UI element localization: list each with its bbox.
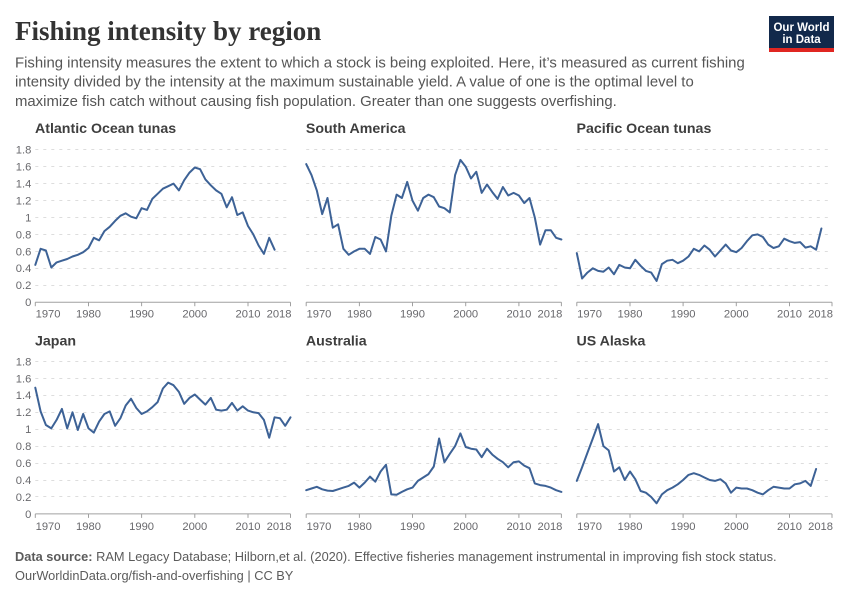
svg-text:2010: 2010 [777, 521, 802, 533]
svg-text:1.4: 1.4 [16, 179, 32, 191]
svg-text:2018: 2018 [538, 308, 563, 320]
svg-text:2010: 2010 [236, 308, 261, 320]
svg-text:intensity divided by the inten: intensity divided by the intensity at th… [15, 75, 694, 91]
svg-text:South America: South America [306, 121, 406, 137]
svg-text:in Data: in Data [782, 34, 821, 46]
svg-text:Fishing intensity measures the: Fishing intensity measures the extent to… [15, 55, 745, 71]
svg-text:1970: 1970 [36, 308, 61, 320]
svg-text:1.8: 1.8 [16, 145, 32, 157]
svg-text:Japan: Japan [35, 334, 76, 350]
svg-text:1990: 1990 [400, 521, 425, 533]
svg-text:2018: 2018 [538, 521, 563, 533]
svg-text:0.8: 0.8 [16, 441, 32, 453]
svg-text:1.6: 1.6 [16, 373, 32, 385]
svg-text:2018: 2018 [267, 521, 292, 533]
svg-text:Our World: Our World [773, 22, 829, 34]
svg-text:2000: 2000 [724, 521, 749, 533]
svg-text:1.4: 1.4 [16, 390, 32, 402]
svg-text:1990: 1990 [671, 521, 696, 533]
svg-text:2000: 2000 [182, 521, 207, 533]
svg-text:Australia: Australia [306, 334, 367, 350]
svg-text:Atlantic Ocean tunas: Atlantic Ocean tunas [35, 121, 176, 137]
svg-text:2000: 2000 [453, 308, 478, 320]
svg-text:2010: 2010 [236, 521, 261, 533]
svg-text:2000: 2000 [453, 521, 478, 533]
svg-text:1990: 1990 [671, 308, 696, 320]
svg-text:OurWorldinData.org/fish-and-ov: OurWorldinData.org/fish-and-overfishing … [15, 568, 294, 583]
svg-text:2018: 2018 [808, 521, 833, 533]
svg-text:1990: 1990 [400, 308, 425, 320]
svg-text:0: 0 [25, 509, 31, 521]
svg-text:maximize fish catch without ca: maximize fish catch without causing fish… [15, 94, 617, 110]
svg-text:1970: 1970 [577, 308, 602, 320]
svg-text:2000: 2000 [182, 308, 207, 320]
svg-text:1980: 1980 [618, 308, 643, 320]
svg-text:0.6: 0.6 [16, 458, 32, 470]
svg-text:2000: 2000 [724, 308, 749, 320]
svg-text:1980: 1980 [347, 308, 372, 320]
svg-text:1970: 1970 [36, 521, 61, 533]
svg-text:Pacific Ocean tunas: Pacific Ocean tunas [577, 121, 712, 137]
svg-text:1990: 1990 [129, 521, 154, 533]
svg-text:0: 0 [25, 297, 31, 309]
svg-text:0.8: 0.8 [16, 229, 32, 241]
svg-text:2010: 2010 [777, 308, 802, 320]
svg-text:US Alaska: US Alaska [577, 334, 646, 350]
svg-text:2018: 2018 [808, 308, 833, 320]
svg-text:1.6: 1.6 [16, 162, 32, 174]
svg-text:1980: 1980 [618, 521, 643, 533]
svg-text:1.2: 1.2 [16, 195, 32, 207]
svg-text:1: 1 [25, 212, 31, 224]
svg-text:0.2: 0.2 [16, 280, 32, 292]
svg-text:0.2: 0.2 [16, 492, 32, 504]
svg-text:1970: 1970 [577, 521, 602, 533]
svg-text:1.2: 1.2 [16, 407, 32, 419]
svg-text:0.4: 0.4 [16, 475, 32, 487]
svg-text:0.4: 0.4 [16, 263, 32, 275]
svg-text:1980: 1980 [76, 521, 101, 533]
svg-text:Fishing intensity by region: Fishing intensity by region [15, 16, 321, 46]
svg-text:0.6: 0.6 [16, 246, 32, 258]
svg-text:1980: 1980 [347, 521, 372, 533]
svg-text:1: 1 [25, 424, 31, 436]
svg-text:1.8: 1.8 [16, 356, 32, 368]
svg-text:2010: 2010 [506, 521, 531, 533]
svg-text:1990: 1990 [129, 308, 154, 320]
svg-text:Data source: RAM Legacy Databa: Data source: RAM Legacy Database; Hilbor… [15, 549, 777, 564]
svg-text:2018: 2018 [267, 308, 292, 320]
svg-text:1970: 1970 [307, 308, 332, 320]
svg-text:2010: 2010 [506, 308, 531, 320]
svg-text:1980: 1980 [76, 308, 101, 320]
svg-text:1970: 1970 [307, 521, 332, 533]
